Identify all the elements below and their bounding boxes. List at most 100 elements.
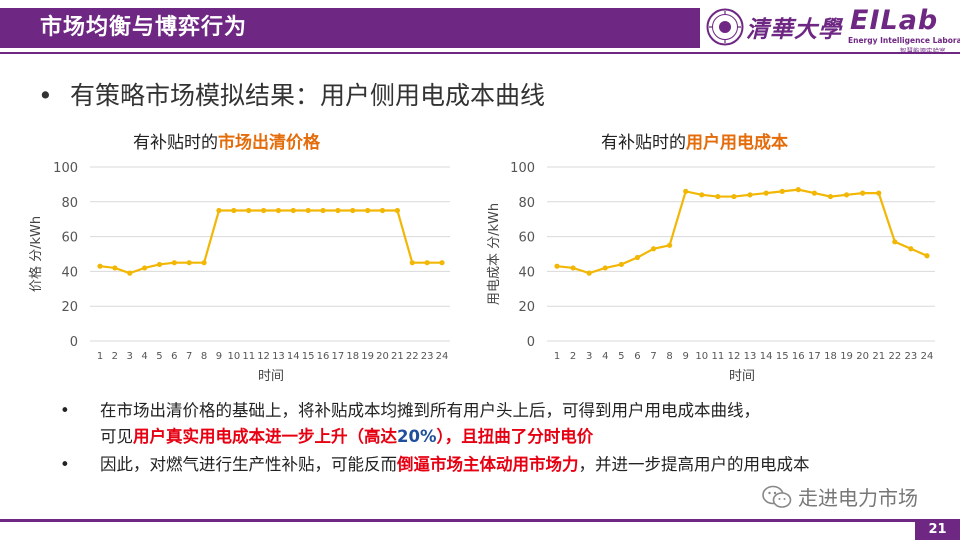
x-tick-label: 10	[695, 351, 708, 362]
y-tick-label: 40	[518, 265, 535, 280]
data-point	[186, 260, 192, 266]
bullet-text: 因此，对燃气进行生产性补贴，可能反而	[100, 455, 397, 474]
x-tick-label: 15	[302, 351, 315, 362]
y-tick-label: 60	[61, 231, 78, 246]
x-tick-label: 13	[272, 351, 285, 362]
data-point	[908, 246, 914, 252]
bullet-highlight: 用户真实用电成本进一步上升（高达	[133, 427, 397, 446]
y-tick-label: 40	[61, 265, 78, 280]
tsinghua-seal-icon	[706, 8, 744, 46]
x-tick-label: 7	[186, 351, 192, 362]
y-tick-label: 80	[518, 196, 535, 211]
series-line	[556, 188, 928, 275]
bullet-highlight: ），且扭曲了分时电价	[436, 427, 594, 446]
data-point	[231, 207, 237, 214]
watermark: 走进电力市场	[762, 482, 942, 514]
data-point	[127, 270, 133, 276]
data-point	[156, 261, 163, 268]
x-tick-label: 1	[554, 351, 560, 362]
data-point	[290, 207, 296, 214]
data-point	[554, 263, 560, 269]
main-bullet-text: 有策略市场模拟结果：用户侧用电成本曲线	[70, 81, 546, 110]
data-point	[260, 207, 267, 214]
y-tick-label: 60	[518, 231, 535, 246]
main-bullet: • 有策略市场模拟结果：用户侧用电成本曲线	[38, 76, 545, 112]
x-tick-label: 14	[287, 351, 300, 362]
watermark-text: 走进电力市场	[798, 486, 918, 510]
data-point	[699, 192, 705, 198]
bullet-dot: •	[60, 401, 70, 420]
x-tick-label: 3	[586, 351, 592, 362]
x-tick-label: 16	[792, 351, 805, 362]
x-tick-label: 5	[618, 351, 624, 362]
page-number: 21	[915, 519, 960, 540]
chart-title-left: 有补贴时的市场出清价格	[133, 128, 320, 153]
data-point	[602, 265, 608, 271]
x-tick-label: 17	[332, 351, 345, 362]
data-point	[171, 260, 177, 266]
y-axis-label: 用电成本 分/kWh	[487, 203, 502, 305]
x-tick-label: 20	[856, 351, 869, 362]
data-point	[424, 260, 430, 266]
data-point	[201, 260, 207, 266]
x-tick-label: 9	[216, 351, 222, 362]
x-tick-label: 18	[824, 351, 837, 362]
data-point	[570, 265, 576, 271]
y-tick-label: 20	[518, 300, 535, 315]
data-point	[618, 261, 624, 268]
data-point	[860, 190, 866, 196]
data-point	[827, 193, 834, 200]
x-axis-label: 时间	[729, 369, 755, 384]
x-tick-label: 24	[436, 351, 449, 362]
data-point	[439, 260, 445, 266]
x-tick-label: 8	[666, 351, 672, 362]
x-tick-label: 24	[921, 351, 934, 362]
chart-title-right: 有补贴时的用户用电成本	[601, 128, 788, 153]
x-tick-label: 2	[570, 351, 576, 362]
data-point	[246, 207, 252, 214]
bullet-dot: •	[60, 455, 70, 474]
data-point	[843, 192, 850, 198]
x-tick-label: 19	[361, 351, 374, 362]
y-tick-label: 100	[510, 161, 535, 176]
sub-bullet-2: • 因此，对燃气进行生产性补贴，可能反而倒逼市场主体动用市场力，并进一步提高用户…	[60, 452, 920, 478]
x-tick-label: 11	[712, 351, 725, 362]
x-tick-label: 17	[808, 351, 821, 362]
bullet-text: ，并进一步提高用户的用电成本	[578, 455, 810, 474]
data-point	[216, 207, 222, 214]
data-point	[586, 270, 592, 276]
x-tick-label: 1	[97, 351, 103, 362]
x-tick-label: 8	[201, 351, 207, 362]
x-tick-label: 5	[156, 351, 162, 362]
series-line	[99, 209, 442, 275]
chart-title-prefix: 有补贴时的	[133, 133, 218, 153]
bullet-dot: •	[38, 81, 53, 110]
x-tick-label: 21	[391, 351, 404, 362]
x-tick-label: 7	[650, 351, 656, 362]
data-point	[394, 207, 400, 214]
bullet-text: 可见	[100, 427, 133, 446]
data-point	[335, 207, 341, 214]
x-tick-label: 4	[602, 351, 608, 362]
x-tick-label: 2	[112, 351, 118, 362]
y-axis-label: 价格 分/kWh	[28, 216, 44, 292]
x-tick-label: 10	[227, 351, 240, 362]
data-point	[350, 207, 356, 214]
x-tick-label: 19	[840, 351, 853, 362]
y-tick-label: 80	[61, 196, 78, 211]
data-point	[667, 242, 673, 248]
data-point	[731, 193, 737, 200]
x-tick-label: 12	[728, 351, 741, 362]
data-point	[763, 190, 769, 196]
data-point	[634, 254, 641, 261]
x-tick-label: 11	[242, 351, 255, 362]
data-point	[409, 260, 415, 266]
x-tick-label: 15	[776, 351, 789, 362]
y-tick-label: 0	[70, 335, 78, 350]
x-tick-label: 23	[421, 351, 434, 362]
x-tick-label: 3	[127, 351, 133, 362]
sub-bullet-1: • 在市场出清价格的基础上，将补贴成本均摊到所有用户头上后，可得到用户用电成本曲…	[60, 398, 920, 450]
x-tick-label: 22	[406, 351, 419, 362]
